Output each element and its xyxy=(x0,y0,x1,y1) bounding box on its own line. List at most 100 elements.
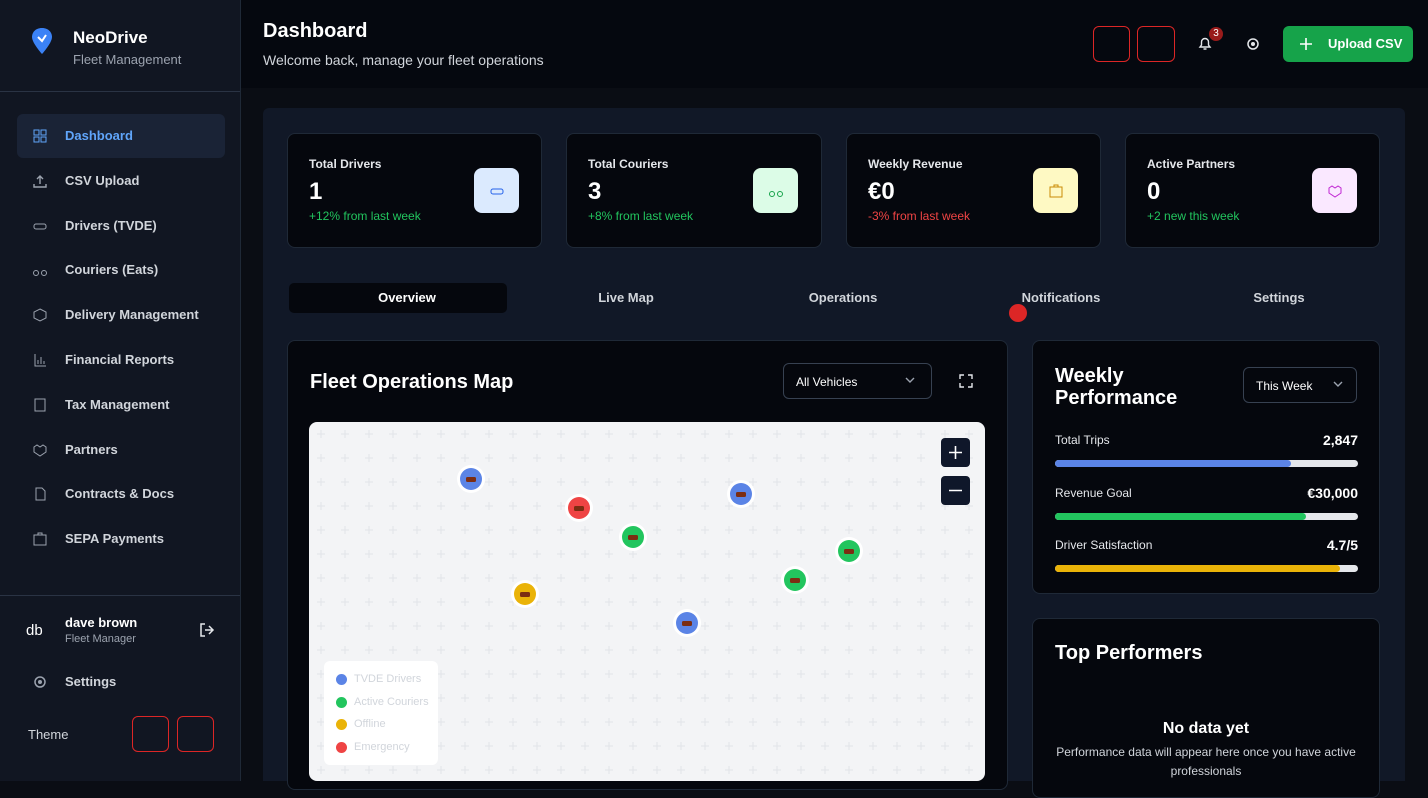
stat-label: Active Partners xyxy=(1147,157,1236,171)
nav-item[interactable]: Tax Management xyxy=(65,396,170,412)
vehicle-filter[interactable]: All Vehicles xyxy=(783,363,932,399)
nav-item[interactable]: Contracts & Docs xyxy=(65,486,175,502)
stat-value: 1 xyxy=(309,178,323,205)
stat-icon xyxy=(490,188,504,195)
bell-icon[interactable] xyxy=(1197,35,1213,51)
nav-item[interactable]: Financial Reports xyxy=(65,352,175,367)
metric-value: 2,847 xyxy=(1322,432,1358,448)
stat-label: Total Couriers xyxy=(588,157,669,171)
stat-icon xyxy=(1049,184,1063,198)
top-title: Top Performers xyxy=(1055,642,1203,664)
stat-icon xyxy=(769,191,783,197)
nav-icon xyxy=(33,308,47,322)
settings-icon xyxy=(34,676,46,688)
stat-label: Weekly Revenue xyxy=(868,157,963,171)
vehicle-marker[interactable] xyxy=(565,494,593,522)
metric-value: €30,000 xyxy=(1307,484,1358,501)
stat-value: 3 xyxy=(588,178,602,205)
chevron xyxy=(905,377,915,383)
brand-subtitle: Fleet Management xyxy=(73,52,182,67)
metric-label: Total Trips xyxy=(1055,433,1110,447)
stat-change: -3% from last week xyxy=(868,209,971,223)
page-subtitle: Welcome back, manage your fleet operatio… xyxy=(263,52,544,68)
gear-icon[interactable] xyxy=(1246,37,1260,51)
vehicle-marker[interactable] xyxy=(781,566,809,594)
stat-icon xyxy=(1328,185,1342,198)
brand-logo xyxy=(32,28,52,54)
divider xyxy=(0,595,240,596)
map-area[interactable] xyxy=(309,422,985,781)
nav-item[interactable]: Drivers (TVDE) xyxy=(65,217,157,233)
nav-icon xyxy=(33,223,47,230)
nav-icon xyxy=(33,270,47,277)
tab[interactable]: Operations xyxy=(808,290,878,305)
vehicle-marker[interactable] xyxy=(673,609,701,637)
tab[interactable]: Overview xyxy=(378,290,436,305)
brand: NeoDrive xyxy=(73,28,148,47)
legend-dot xyxy=(336,674,347,685)
progress-fill xyxy=(1055,565,1340,572)
metric-label: Revenue Goal xyxy=(1055,485,1132,500)
nav-item[interactable]: Dashboard xyxy=(65,128,133,143)
empty-title: No data yet xyxy=(1162,720,1250,737)
theme-dark-button[interactable] xyxy=(132,716,169,752)
vehicle-marker[interactable] xyxy=(511,580,539,608)
vehicle-marker[interactable] xyxy=(727,480,755,508)
vehicle-marker[interactable] xyxy=(619,523,647,551)
stat-value: €0 xyxy=(868,178,895,205)
legend-label: TVDE Drivers xyxy=(354,673,422,685)
plus-icon xyxy=(1300,38,1312,50)
favorite-button[interactable] xyxy=(1137,26,1175,62)
legend-dot xyxy=(336,696,347,708)
stat-icon-box xyxy=(753,168,798,213)
weekly-title: Weekly Performance xyxy=(1055,365,1178,409)
tab[interactable]: Settings xyxy=(1253,290,1305,305)
nav-icon xyxy=(33,532,47,546)
weekly-card xyxy=(1032,340,1380,594)
nav-icon xyxy=(33,129,47,143)
page-title: Dashboard xyxy=(263,20,368,42)
nav-icon xyxy=(34,398,46,412)
notification-badge: 3 xyxy=(1209,27,1223,41)
nav-icon xyxy=(33,443,47,457)
stat-value: 0 xyxy=(1147,178,1161,205)
stat-icon-box xyxy=(474,168,519,213)
period-select[interactable]: This Week xyxy=(1243,367,1357,403)
theme-favorite-button[interactable] xyxy=(177,716,214,752)
tab[interactable]: Live Map xyxy=(598,290,654,305)
header xyxy=(241,0,1428,88)
active-tab-bg xyxy=(289,283,507,313)
legend-label: Emergency xyxy=(354,740,410,753)
legend-label: Offline xyxy=(354,718,386,730)
avatar: db xyxy=(26,622,43,639)
theme-button[interactable] xyxy=(1093,26,1130,62)
vehicle-marker[interactable] xyxy=(457,465,485,493)
user-name: dave brown xyxy=(65,615,138,630)
nav-item[interactable]: Couriers (Eats) xyxy=(65,262,159,278)
empty-text: Performance data will appear here once y… xyxy=(1056,745,1356,778)
metric-label: Driver Satisfaction xyxy=(1055,538,1153,552)
nav-item[interactable]: Delivery Management xyxy=(65,307,199,323)
top-card xyxy=(1032,618,1380,798)
stat-icon-box xyxy=(1033,168,1078,213)
nav-item[interactable]: CSV Upload xyxy=(65,172,140,188)
user-role: Fleet Manager xyxy=(65,633,136,645)
tab[interactable]: Notifications xyxy=(1021,290,1101,305)
legend-dot xyxy=(336,719,347,730)
vehicle-marker[interactable] xyxy=(835,537,863,565)
nav-item[interactable]: Partners xyxy=(65,441,118,457)
notification-dot xyxy=(1009,304,1027,322)
stat-label: Total Drivers xyxy=(309,157,382,171)
nav-icon xyxy=(34,354,46,367)
sidebar-settings[interactable]: Settings xyxy=(65,674,117,689)
fullscreen-icon[interactable] xyxy=(959,374,973,388)
divider xyxy=(0,91,240,92)
legend-dot xyxy=(336,741,347,753)
stat-change: +8% from last week xyxy=(588,209,694,223)
nav-icon xyxy=(33,174,47,188)
logout-icon[interactable] xyxy=(199,622,215,638)
nav-item[interactable]: SEPA Payments xyxy=(65,531,164,547)
theme-label: Theme xyxy=(28,727,69,742)
legend-label: Active Couriers xyxy=(354,695,429,708)
